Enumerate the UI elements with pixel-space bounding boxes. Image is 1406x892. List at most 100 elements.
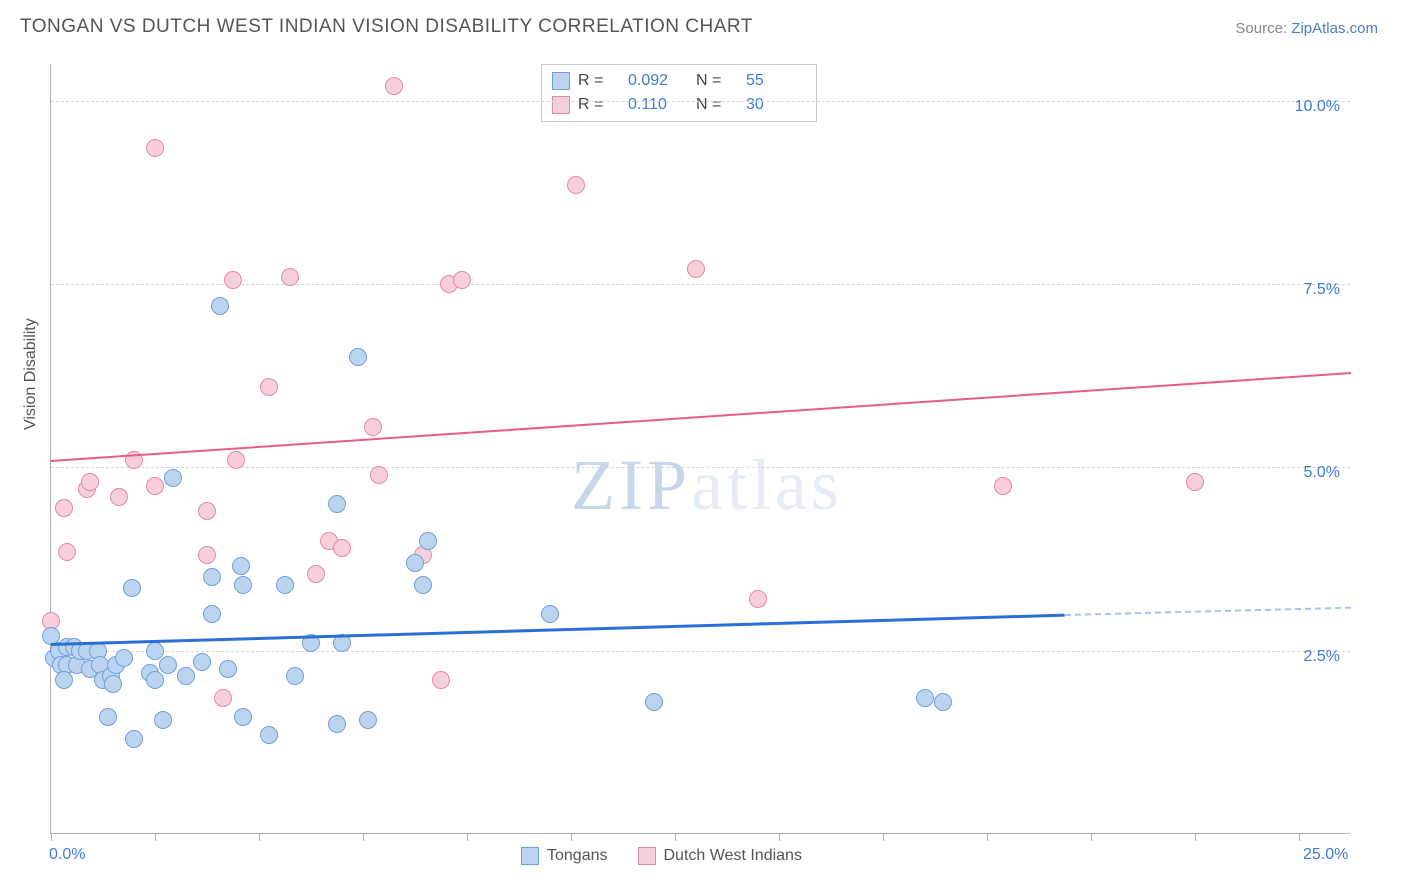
x-tick [259,833,260,841]
data-point [154,711,172,729]
data-point [370,466,388,484]
data-point [406,554,424,572]
stats-n-tongans: 55 [746,69,806,93]
data-point [203,605,221,623]
x-tick [363,833,364,841]
data-point [146,671,164,689]
data-point [146,477,164,495]
data-point [99,708,117,726]
data-point [359,711,377,729]
data-point [214,689,232,707]
grid-line [51,651,1350,652]
x-tick [675,833,676,841]
watermark: ZIPatlas [571,444,843,527]
stats-box: R = 0.092 N = 55 R = 0.110 N = 30 [541,64,817,122]
source-link[interactable]: ZipAtlas.com [1291,20,1378,37]
data-point [286,667,304,685]
legend-swatch-dwi-icon [638,847,656,865]
data-point [916,689,934,707]
regression-line-dashed [1065,607,1351,616]
data-point [55,499,73,517]
stats-r-label-2: R = [578,93,620,117]
data-point [115,649,133,667]
stats-row-tongans: R = 0.092 N = 55 [552,69,806,93]
data-point [333,539,351,557]
data-point [567,176,585,194]
grid-line [51,467,1350,468]
plot-area: ZIPatlas R = 0.092 N = 55 R = 0.110 N = … [50,64,1350,834]
data-point [1186,473,1204,491]
data-point [687,260,705,278]
data-point [232,557,250,575]
legend-item-tongans: Tongans [521,847,608,865]
data-point [260,726,278,744]
data-point [349,348,367,366]
grid-line [51,284,1350,285]
y-tick-label: 10.0% [1295,98,1340,116]
stats-r-tongans: 0.092 [628,69,688,93]
watermark-part-a: ZIP [571,445,691,525]
data-point [385,77,403,95]
stats-r-dwi: 0.110 [628,93,688,117]
legend: Tongans Dutch West Indians [521,847,802,865]
stats-row-dwi: R = 0.110 N = 30 [552,93,806,117]
data-point [104,675,122,693]
data-point [234,708,252,726]
data-point [203,568,221,586]
x-tick [571,833,572,841]
x-tick [155,833,156,841]
data-point [177,667,195,685]
data-point [541,605,559,623]
data-point [364,418,382,436]
y-axis-label: Vision Disability [22,318,40,430]
x-tick [779,833,780,841]
data-point [198,502,216,520]
watermark-part-b: atlas [691,445,843,525]
y-tick-label: 2.5% [1304,648,1340,666]
swatch-tongans-icon [552,72,570,90]
data-point [328,495,346,513]
data-point [55,671,73,689]
data-point [198,546,216,564]
data-point [645,693,663,711]
legend-swatch-tongans-icon [521,847,539,865]
data-point [453,271,471,289]
data-point [110,488,128,506]
data-point [58,543,76,561]
x-tick [883,833,884,841]
data-point [328,715,346,733]
grid-line [51,101,1350,102]
data-point [749,590,767,608]
source-label: Source: ZipAtlas.com [1235,20,1378,37]
stats-r-label: R = [578,69,620,93]
x-tick [51,833,52,841]
y-tick-label: 5.0% [1304,464,1340,482]
data-point [219,660,237,678]
data-point [146,139,164,157]
x-tick [1195,833,1196,841]
source-prefix: Source: [1235,20,1291,37]
x-tick [467,833,468,841]
data-point [994,477,1012,495]
data-point [81,473,99,491]
data-point [276,576,294,594]
x-tick [1299,833,1300,841]
data-point [260,378,278,396]
legend-item-dwi: Dutch West Indians [638,847,802,865]
chart-container: TONGAN VS DUTCH WEST INDIAN VISION DISAB… [0,0,1406,892]
data-point [281,268,299,286]
x-tick-label: 25.0% [1303,846,1348,864]
x-tick [1091,833,1092,841]
data-point [146,642,164,660]
swatch-dwi-icon [552,96,570,114]
regression-line [51,614,1065,646]
legend-label-tongans: Tongans [547,847,608,865]
regression-line [51,372,1351,462]
stats-n-label-2: N = [696,93,738,117]
y-tick-label: 7.5% [1304,281,1340,299]
data-point [934,693,952,711]
chart-title: TONGAN VS DUTCH WEST INDIAN VISION DISAB… [20,16,753,38]
data-point [432,671,450,689]
legend-label-dwi: Dutch West Indians [664,847,802,865]
data-point [125,730,143,748]
